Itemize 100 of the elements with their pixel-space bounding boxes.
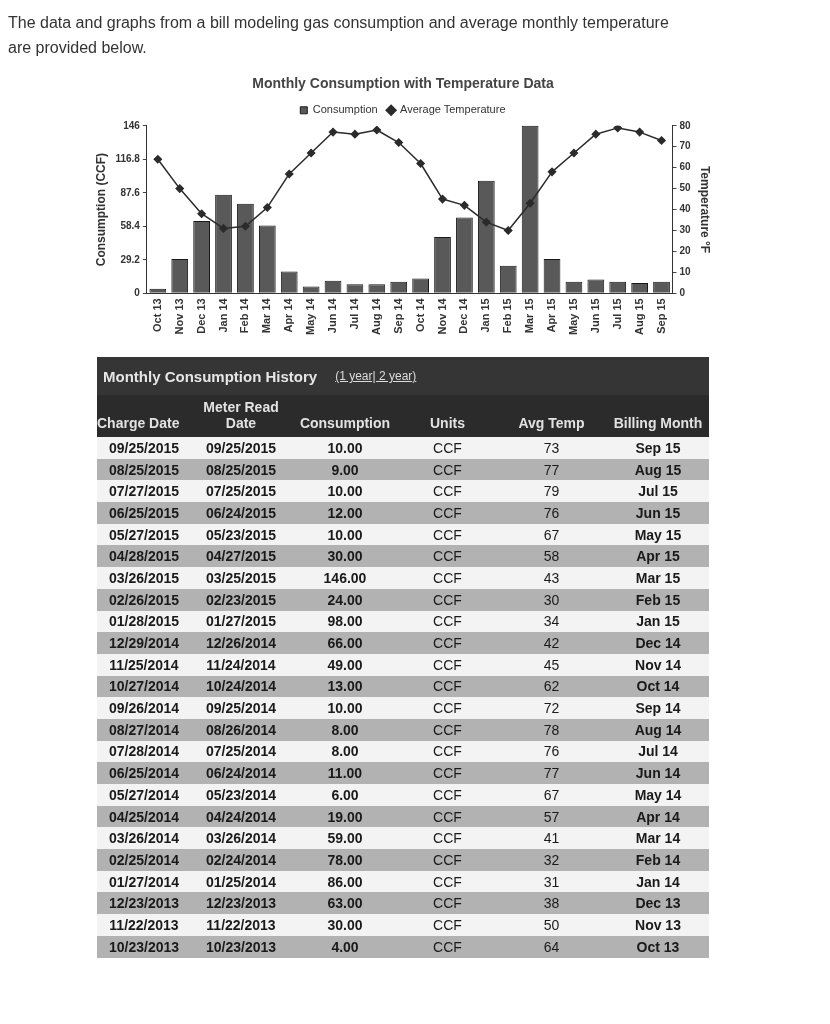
y-tick-label: 87.6 xyxy=(120,186,141,198)
x-tick-label: Nov 13 xyxy=(172,298,185,335)
x-tick-label: May 14 xyxy=(304,297,317,336)
text: 07/28/2014 xyxy=(107,742,181,762)
legend-label: Average Temperature xyxy=(400,103,506,116)
category-label: Nov 14 xyxy=(635,656,681,673)
text: Consumption xyxy=(299,415,391,431)
text: 02/26/2015 xyxy=(107,590,181,610)
text: 32 xyxy=(542,850,561,870)
text: 63.00 xyxy=(326,894,364,914)
y2-tick-label: 80 xyxy=(679,119,692,131)
text: 10/23/2013 xyxy=(204,937,278,957)
y2-tick-label: 40 xyxy=(679,203,692,215)
text: Avg Temp xyxy=(517,414,586,433)
text: 43 xyxy=(542,568,561,588)
x-tick-label: Apr 15 xyxy=(545,298,558,333)
x-tick-label: Sep 14 xyxy=(391,297,404,334)
text: 13.00 xyxy=(326,677,364,697)
category-label: Mar 14 xyxy=(635,830,681,847)
text: 76 xyxy=(542,503,561,523)
x-tick-label: Oct 13 xyxy=(150,298,163,332)
x-tick-label: Mar 14 xyxy=(260,297,273,334)
text: 08/25/2015 xyxy=(107,460,181,480)
category-label: Dec 14 xyxy=(635,635,681,652)
text: 86.00 xyxy=(326,872,364,892)
text: 50 xyxy=(542,915,561,935)
category-label: Oct 13 xyxy=(636,938,680,955)
text: 03/26/2014 xyxy=(204,829,278,849)
y2-tick-label: 70 xyxy=(679,140,692,152)
text: CCF xyxy=(432,699,463,719)
text: CCF xyxy=(432,872,463,892)
text: Charge Date xyxy=(97,414,181,433)
text: 38 xyxy=(542,894,561,914)
x-tick-label: Feb 14 xyxy=(238,297,251,334)
text: 09/25/2014 xyxy=(204,699,278,719)
text: 30.00 xyxy=(326,915,364,935)
category-label: Oct 14 xyxy=(636,678,680,695)
text: 77 xyxy=(542,460,561,480)
text: 12/26/2014 xyxy=(204,634,278,654)
text: 59.00 xyxy=(326,829,364,849)
text: 03/25/2015 xyxy=(204,568,278,588)
text: 02/24/2014 xyxy=(204,850,278,870)
category-label: Feb 15 xyxy=(635,591,681,608)
text: 146.00 xyxy=(322,568,368,588)
text: 04/27/2015 xyxy=(204,547,278,567)
text: 09/25/2015 xyxy=(204,438,278,458)
y2-tick-label: 10 xyxy=(679,266,692,278)
text: 30 xyxy=(542,590,561,610)
category-label: Jun 14 xyxy=(635,765,681,782)
text: 57 xyxy=(542,807,561,827)
text: 05/27/2014 xyxy=(107,785,181,805)
text: 06/25/2014 xyxy=(107,764,181,784)
text: 11/24/2014 xyxy=(205,655,277,675)
text: 06/24/2014 xyxy=(204,764,278,784)
x-tick-label: Jun 15 xyxy=(588,298,601,334)
y2-tick-label: 0 xyxy=(679,287,686,299)
text: 01/27/2014 xyxy=(107,872,181,892)
text: CCF xyxy=(432,807,463,827)
text: 9.00 xyxy=(330,460,360,480)
category-label: Jul 15 xyxy=(638,483,678,500)
category-label: Apr 14 xyxy=(636,808,680,825)
text: 04/25/2014 xyxy=(107,807,181,827)
text: 58 xyxy=(542,547,561,567)
text: 12.00 xyxy=(326,503,364,523)
text: 12/23/2013 xyxy=(204,894,278,914)
text: 11/22/2013 xyxy=(108,915,180,935)
text: 98.00 xyxy=(326,612,364,632)
x-tick-label: Jun 14 xyxy=(326,297,339,334)
text: CCF xyxy=(432,503,463,523)
text: CCF xyxy=(432,655,463,675)
text: CCF xyxy=(432,915,463,935)
text: 62 xyxy=(542,677,561,697)
text: CCF xyxy=(432,764,463,784)
text: 09/25/2015 xyxy=(107,438,181,458)
text: CCF xyxy=(432,785,463,805)
text: 05/23/2015 xyxy=(204,525,278,545)
text: CCF xyxy=(432,547,463,567)
y2-tick-label: 30 xyxy=(679,224,692,236)
text: 07/25/2015 xyxy=(204,482,278,502)
text: CCF xyxy=(432,634,463,654)
category-label: Mar 15 xyxy=(635,569,681,586)
text: 10.00 xyxy=(326,699,364,719)
category-label: Nov 13 xyxy=(635,916,681,933)
text: 07/25/2014 xyxy=(204,742,278,762)
y-tick-label: 146 xyxy=(123,119,141,131)
text: 73 xyxy=(542,438,561,458)
y-tick-label: 0 xyxy=(134,287,141,299)
x-tick-label: Oct 14 xyxy=(413,297,426,332)
text: 10.00 xyxy=(326,525,364,545)
text: 66.00 xyxy=(326,634,364,654)
category-label: Sep 14 xyxy=(635,700,681,717)
category-label: Jan 15 xyxy=(636,613,680,630)
text: CCF xyxy=(432,568,463,588)
text: 05/27/2015 xyxy=(107,525,181,545)
text: 08/25/2015 xyxy=(204,460,278,480)
text: 03/26/2014 xyxy=(107,829,181,849)
legend-label: Consumption xyxy=(312,103,378,116)
y-axis-title: Consumption (CCF) xyxy=(93,152,108,267)
text: 01/27/2015 xyxy=(204,612,278,632)
y2-tick-label: 20 xyxy=(679,245,692,257)
